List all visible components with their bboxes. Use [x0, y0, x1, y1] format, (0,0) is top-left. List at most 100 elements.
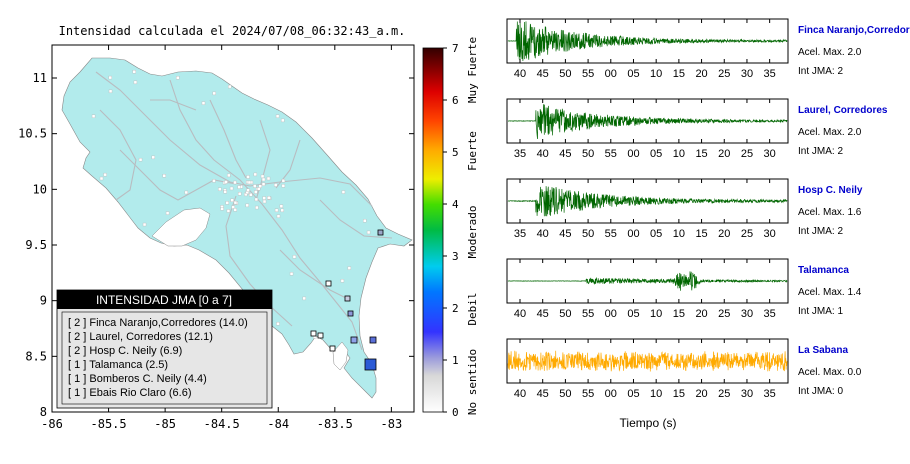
map-x-tick-label: -85.5	[91, 417, 127, 431]
trace-tick-label: 55	[582, 68, 594, 80]
station-marker-laurel[interactable]	[350, 336, 358, 344]
legend-item: [ 2 ] Laurel, Corredores (12.1)	[68, 331, 213, 343]
seismic-waveform	[507, 21, 788, 62]
trace-tick-label: 05	[627, 388, 639, 400]
station-marker-b[interactable]	[310, 330, 317, 337]
trace-tick-label: 20	[695, 68, 707, 80]
trace-tick-label: 50	[559, 68, 571, 80]
map-x-tick-label: -86	[41, 417, 63, 431]
waveform-traces: 40 45 50 55 00 05 10 15 20 25 30 35 Finca Naranjo,Co…	[506, 18, 910, 400]
station-jma: Int JMA: 2	[798, 66, 843, 77]
gulf-of-nicoya	[151, 207, 211, 247]
trace-tick-label: 30	[764, 228, 776, 240]
trace-tick-label: 20	[718, 228, 730, 240]
trace-tick-label: 00	[605, 308, 617, 320]
colorbar-gradient	[422, 47, 444, 413]
trace-tick-label: 30	[764, 148, 776, 160]
station-markers	[310, 229, 384, 371]
trace-tick-label: 05	[627, 68, 639, 80]
trace-tick-label: 00	[605, 68, 617, 80]
trace-tick-label: 05	[650, 148, 662, 160]
colorbar-tick-label: 0	[452, 406, 459, 419]
trace-panel: 40 45 50 55 00 05 10 15 20 25 30 35 Talamanca Acel. M…	[506, 258, 862, 320]
trace-tick-label: 35	[514, 228, 526, 240]
trace-tick-label: 55	[605, 148, 617, 160]
station-marker-finca-naranjo[interactable]	[364, 358, 377, 371]
colorbar-tick-label: 7	[452, 42, 459, 55]
colorbar-tick-label: 1	[452, 354, 459, 367]
trace-tick-label: 45	[559, 228, 571, 240]
station-marker-rio-claro[interactable]	[347, 310, 354, 317]
trace-tick-label: 40	[514, 388, 526, 400]
trace-tick-label: 40	[514, 308, 526, 320]
trace-tick-label: 45	[537, 388, 549, 400]
trace-tick-label: 55	[582, 308, 594, 320]
map-y-tick-label: 11	[33, 71, 47, 85]
trace-panel: 35 40 45 50 55 00 05 10 15 20 25 30 Hosp C. Neily Ace…	[506, 178, 863, 240]
trace-tick-label: 40	[537, 228, 549, 240]
legend-item: [ 2 ] Hosp C. Neily (6.9)	[68, 345, 182, 357]
trace-tick-label: 00	[627, 148, 639, 160]
station-marker-d[interactable]	[329, 345, 336, 352]
golfo-dulce	[332, 341, 349, 371]
trace-panel: 40 45 50 55 00 05 10 15 20 25 30 35 La Sabana Acel. M…	[506, 338, 862, 400]
map-x-tick-label: -84.5	[204, 417, 240, 431]
trace-tick-label: 10	[673, 228, 685, 240]
colorbar-class-label: Debil	[466, 292, 479, 325]
trace-tick-label: 15	[673, 308, 685, 320]
town-markers	[91, 70, 371, 339]
trace-tick-label: 25	[718, 68, 730, 80]
trace-tick-label: 20	[695, 308, 707, 320]
trace-tick-label: 30	[741, 388, 753, 400]
trace-tick-label: 55	[582, 388, 594, 400]
seismic-waveform	[507, 350, 788, 372]
station-name: Hosp C. Neily	[798, 185, 863, 196]
map-y-tick-label: 10	[33, 182, 47, 196]
legend-title: INTENSIDAD JMA [0 a 7]	[96, 293, 232, 307]
trace-tick-label: 20	[718, 148, 730, 160]
station-accel: Acel. Max. 2.0	[798, 47, 862, 58]
seismic-waveform	[508, 104, 788, 140]
trace-tick-label: 35	[764, 388, 776, 400]
trace-tick-label: 50	[582, 228, 594, 240]
trace-tick-label: 35	[514, 148, 526, 160]
trace-tick-label: 20	[695, 388, 707, 400]
map-plot	[51, 44, 415, 413]
trace-tick-label: 10	[650, 308, 662, 320]
trace-tick-label: 05	[650, 228, 662, 240]
intensity-colorbar: 0 1 2 3 4 5 6 7 No sentido Debil Moderado Fuerte Mu…	[422, 37, 479, 419]
seismic-waveform	[507, 271, 788, 291]
trace-tick-label: 55	[605, 228, 617, 240]
station-marker-a[interactable]	[325, 280, 332, 287]
station-name: Talamanca	[798, 265, 849, 276]
costa-rica-land	[61, 57, 413, 399]
station-marker-talamanca[interactable]	[377, 229, 384, 236]
colorbar-tick-label: 6	[452, 94, 459, 107]
trace-tick-label: 10	[650, 68, 662, 80]
trace-tick-label: 50	[582, 148, 594, 160]
map-x-tick-label: -83	[381, 417, 403, 431]
trace-tick-label: 25	[741, 148, 753, 160]
trace-tick-label: 35	[764, 68, 776, 80]
legend-item: [ 1 ] Bomberos C. Neily (4.4)	[68, 373, 207, 385]
trace-tick-label: 00	[605, 388, 617, 400]
trace-tick-label: 10	[673, 148, 685, 160]
colorbar-class-label: No sentido	[466, 349, 479, 415]
station-marker-neily[interactable]	[344, 295, 351, 302]
trace-tick-label: 50	[559, 308, 571, 320]
map-y-tick-label: 8	[40, 405, 47, 419]
legend-item: [ 1 ] Talamanca (2.5)	[68, 359, 168, 371]
map-x-tick-label: -85	[154, 417, 176, 431]
map-y-tick-label: 10.5	[18, 127, 47, 141]
trace-tick-label: 45	[537, 68, 549, 80]
station-marker-hosp-neily[interactable]	[369, 336, 377, 344]
station-jma: Int JMA: 1	[798, 306, 843, 317]
colorbar-tick-label: 5	[452, 146, 459, 159]
station-jma: Int JMA: 2	[798, 226, 843, 237]
trace-tick-label: 30	[741, 68, 753, 80]
trace-tick-label: 35	[764, 308, 776, 320]
station-marker-c[interactable]	[317, 332, 324, 339]
trace-panel: 40 45 50 55 00 05 10 15 20 25 30 35 Finca Naranjo,Co…	[506, 18, 910, 80]
